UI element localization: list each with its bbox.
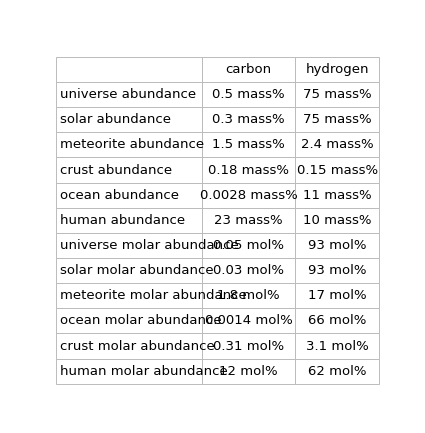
Bar	[295, 258, 379, 283]
Bar	[295, 158, 379, 183]
Text: 2.4 mass%: 2.4 mass%	[301, 139, 374, 152]
Text: 1.8 mol%: 1.8 mol%	[217, 289, 280, 302]
Bar	[57, 183, 202, 208]
Text: ocean molar abundance: ocean molar abundance	[60, 314, 222, 327]
Text: meteorite abundance: meteorite abundance	[60, 139, 204, 152]
Bar	[295, 82, 379, 107]
Text: solar abundance: solar abundance	[60, 113, 171, 126]
Bar	[295, 333, 379, 359]
Text: 0.5 mass%: 0.5 mass%	[212, 88, 285, 101]
Text: human molar abundance: human molar abundance	[60, 365, 228, 378]
Text: 12 mol%: 12 mol%	[219, 365, 278, 378]
Text: meteorite molar abundance: meteorite molar abundance	[60, 289, 247, 302]
Text: 0.0014 mol%: 0.0014 mol%	[204, 314, 292, 327]
Bar	[295, 183, 379, 208]
Bar	[57, 158, 202, 183]
Text: solar molar abundance: solar molar abundance	[60, 264, 214, 277]
Text: universe molar abundance: universe molar abundance	[60, 239, 239, 252]
Text: 0.3 mass%: 0.3 mass%	[212, 113, 285, 126]
Bar	[57, 333, 202, 359]
Text: 0.31 mol%: 0.31 mol%	[213, 339, 284, 352]
Text: 93 mol%: 93 mol%	[308, 239, 366, 252]
Bar	[295, 283, 379, 308]
Bar	[295, 308, 379, 333]
Bar	[57, 57, 202, 82]
Text: 66 mol%: 66 mol%	[308, 314, 366, 327]
Text: 75 mass%: 75 mass%	[303, 88, 371, 101]
Bar	[295, 132, 379, 158]
Text: crust abundance: crust abundance	[60, 164, 173, 177]
Bar	[295, 233, 379, 258]
Text: 1.5 mass%: 1.5 mass%	[212, 139, 285, 152]
Text: carbon: carbon	[225, 63, 272, 76]
Bar	[295, 107, 379, 132]
Bar	[57, 283, 202, 308]
Bar	[57, 258, 202, 283]
Bar	[202, 333, 295, 359]
Bar	[57, 233, 202, 258]
Bar	[57, 208, 202, 233]
Bar	[202, 208, 295, 233]
Text: 62 mol%: 62 mol%	[308, 365, 366, 378]
Bar	[295, 57, 379, 82]
Bar	[295, 359, 379, 384]
Text: 0.0028 mass%: 0.0028 mass%	[200, 189, 298, 202]
Text: 3.1 mol%: 3.1 mol%	[306, 339, 368, 352]
Bar	[57, 359, 202, 384]
Bar	[202, 258, 295, 283]
Bar	[202, 283, 295, 308]
Bar	[202, 132, 295, 158]
Text: 23 mass%: 23 mass%	[214, 214, 283, 227]
Text: universe abundance: universe abundance	[60, 88, 196, 101]
Text: 0.05 mol%: 0.05 mol%	[213, 239, 284, 252]
Text: 11 mass%: 11 mass%	[303, 189, 371, 202]
Bar	[57, 308, 202, 333]
Bar	[202, 233, 295, 258]
Text: crust molar abundance: crust molar abundance	[60, 339, 215, 352]
Text: 0.18 mass%: 0.18 mass%	[208, 164, 289, 177]
Text: 0.03 mol%: 0.03 mol%	[213, 264, 284, 277]
Text: 0.15 mass%: 0.15 mass%	[297, 164, 378, 177]
Bar	[202, 107, 295, 132]
Text: 75 mass%: 75 mass%	[303, 113, 371, 126]
Text: 93 mol%: 93 mol%	[308, 264, 366, 277]
Text: 10 mass%: 10 mass%	[303, 214, 371, 227]
Bar	[202, 158, 295, 183]
Bar	[295, 208, 379, 233]
Bar	[57, 132, 202, 158]
Bar	[57, 107, 202, 132]
Bar	[202, 82, 295, 107]
Text: hydrogen: hydrogen	[306, 63, 369, 76]
Bar	[202, 359, 295, 384]
Text: ocean abundance: ocean abundance	[60, 189, 179, 202]
Text: 17 mol%: 17 mol%	[308, 289, 366, 302]
Bar	[202, 57, 295, 82]
Bar	[202, 308, 295, 333]
Bar	[57, 82, 202, 107]
Bar	[202, 183, 295, 208]
Text: human abundance: human abundance	[60, 214, 185, 227]
